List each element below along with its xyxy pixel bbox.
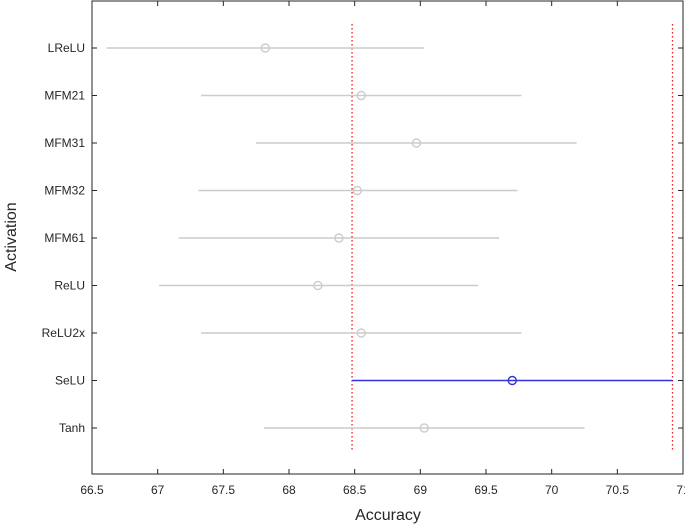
x-tick-label: 67 bbox=[151, 483, 165, 497]
y-tick-label: MFM21 bbox=[44, 89, 85, 103]
mean-marker-selu bbox=[507, 375, 517, 386]
y-tick-label: MFM31 bbox=[44, 136, 85, 150]
y-axis-title: Activation bbox=[3, 202, 20, 271]
x-axis-ticks: 66.5 67 67.5 68 68.5 69 69.5 70 70.5 71 bbox=[80, 1, 685, 497]
mean-marker-mfm32 bbox=[352, 185, 362, 196]
y-tick-label: SeLU bbox=[55, 374, 85, 388]
mean-marker-mfm31 bbox=[411, 138, 422, 148]
x-tick-label: 70.5 bbox=[606, 483, 630, 497]
x-axis-title: Accuracy bbox=[355, 507, 421, 524]
mean-marker-mfm61 bbox=[334, 233, 344, 243]
x-tick-label: 67.5 bbox=[212, 483, 236, 497]
y-tick-label: Tanh bbox=[59, 421, 85, 435]
x-tick-label: 69.5 bbox=[474, 483, 498, 497]
x-tick-label: 70 bbox=[545, 483, 559, 497]
mean-marker-relu2x bbox=[356, 328, 366, 338]
y-axis-ticks: LReLU MFM21 MFM31 MFM32 MFM61 ReLU ReLU2x SeLU T… bbox=[42, 41, 683, 435]
mean-marker-mfm21 bbox=[356, 90, 366, 101]
y-tick-label: ReLU bbox=[54, 279, 85, 293]
x-tick-label: 68 bbox=[282, 483, 296, 497]
x-tick-label: 69 bbox=[414, 483, 428, 497]
mean-marker-tanh bbox=[419, 423, 429, 433]
mean-marker-relu bbox=[313, 280, 323, 291]
x-tick-label: 71 bbox=[676, 483, 685, 497]
interval-series bbox=[106, 43, 673, 433]
y-tick-label: MFM32 bbox=[44, 184, 85, 198]
x-tick-label: 66.5 bbox=[80, 483, 104, 497]
x-tick-label: 68.5 bbox=[343, 483, 367, 497]
y-tick-label: MFM61 bbox=[44, 231, 85, 245]
y-tick-label: ReLU2x bbox=[42, 326, 85, 340]
mean-marker-lrelu bbox=[260, 43, 271, 53]
y-tick-label: LReLU bbox=[48, 41, 85, 55]
